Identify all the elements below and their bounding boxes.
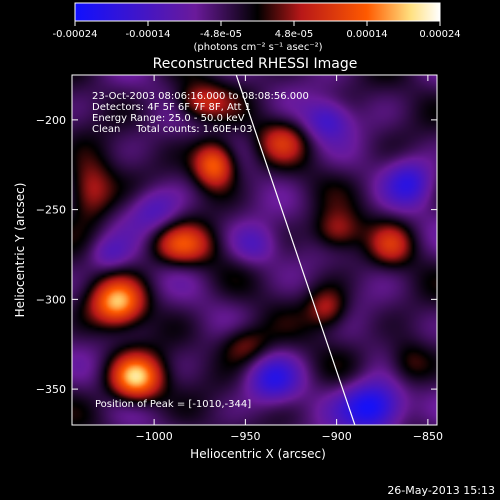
x-tick-label: −850 (413, 430, 443, 443)
colorbar-tick-label: 0.00014 (346, 29, 387, 40)
colorbar-units: (photons cm⁻² s⁻¹ asec⁻²) (193, 42, 322, 53)
peak-position-label: Position of Peak = [-1010,-344] (95, 399, 251, 410)
x-tick-label: −950 (230, 430, 260, 443)
y-axis-label: Heliocentric Y (arcsec) (13, 183, 27, 318)
x-axis-label: Heliocentric X (arcsec) (190, 447, 326, 461)
y-tick-label: −350 (36, 383, 66, 396)
colorbar-tick-label: 4.8e-05 (275, 29, 313, 40)
colorbar-tick-label: -4.8e-05 (200, 29, 242, 40)
colorbar-ticks: -0.00024 -0.00014 -4.8e-05 4.8e-05 0.00014 0.… (53, 21, 461, 40)
heatmap-image (72, 75, 437, 425)
x-tick-label: −900 (322, 430, 352, 443)
colorbar-tick-label: -0.00014 (126, 29, 171, 40)
annotation-energy: Energy Range: 25.0 - 50.0 keV (92, 113, 245, 124)
annotation-algorithm: Clean Total counts: 1.60E+03 (92, 124, 252, 135)
colorbar-tick-label: -0.00024 (53, 29, 98, 40)
chart-title: Reconstructed RHESSI Image (153, 56, 358, 72)
colorbar: -0.00024 -0.00014 -4.8e-05 4.8e-05 0.00014 0.… (53, 2, 461, 53)
y-tick-label: −300 (36, 293, 66, 306)
footer-timestamp: 26-May-2013 15:13 (387, 484, 495, 497)
annotation-block: 23-Oct-2003 08:06:16.000 to 08:08:56.000… (92, 91, 309, 135)
colorbar-tick-label: 0.00024 (419, 29, 460, 40)
y-tick-label: −250 (36, 204, 66, 217)
solar-limb-line (235, 75, 356, 425)
x-axis-ticks: −1000 −950 −900 −850 (136, 75, 443, 443)
x-tick-label: −1000 (136, 430, 173, 443)
annotation-detectors: Detectors: 4F 5F 6F 7F 8F, Att 1 (92, 102, 251, 113)
annotation-time: 23-Oct-2003 08:06:16.000 to 08:08:56.000 (92, 91, 309, 102)
y-tick-label: −200 (36, 114, 66, 127)
y-axis-ticks: −200 −250 −300 −350 (36, 114, 437, 396)
plot-border (71, 74, 438, 426)
plot-area: 23-Oct-2003 08:06:16.000 to 08:08:56.000… (36, 74, 443, 443)
colorbar-gradient (74, 2, 441, 22)
